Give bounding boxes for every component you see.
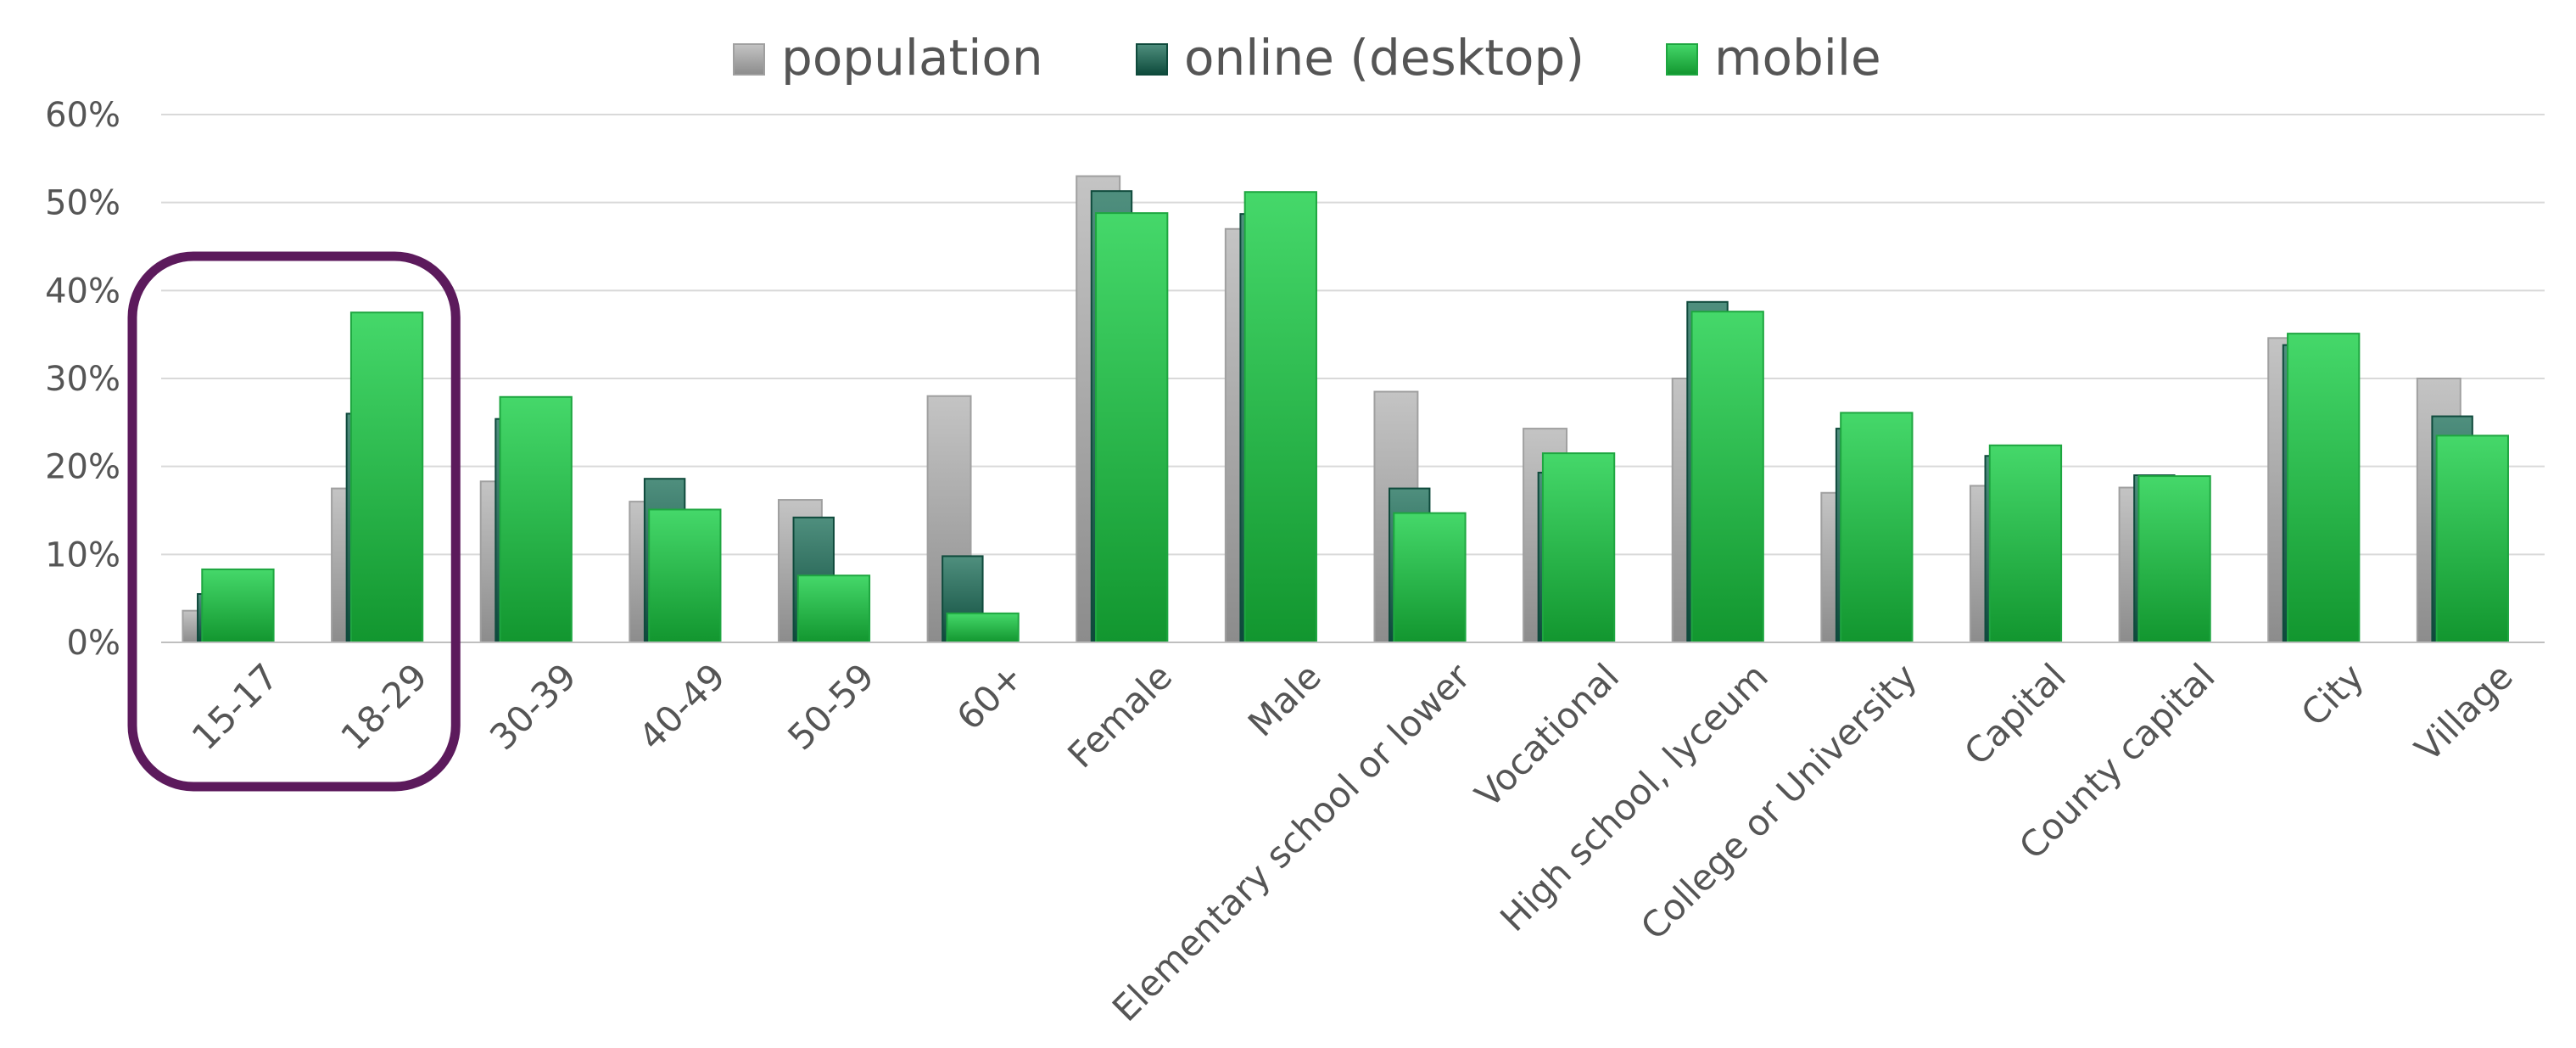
x-tick-label: City <box>2293 655 2372 734</box>
y-tick-label: 40% <box>45 272 120 311</box>
x-tick-label: 40-49 <box>630 655 733 758</box>
bar-mobile <box>1988 444 2063 644</box>
x-tick-label: 30-39 <box>482 655 584 758</box>
bar-mobile <box>2137 475 2211 643</box>
bar-mobile <box>2287 333 2361 643</box>
x-tick-label: Female <box>1059 655 1180 776</box>
highlight-box <box>127 251 461 792</box>
x-tick-label: High school, lyceum <box>1492 655 1776 939</box>
y-tick-label: 20% <box>45 448 120 487</box>
bar-mobile <box>1690 311 1764 643</box>
legend-label: online (desktop) <box>1184 29 1584 87</box>
legend-swatch <box>1136 43 1168 76</box>
bar-mobile <box>1541 452 1616 643</box>
y-tick-label: 0% <box>67 624 120 663</box>
x-tick-label: 60+ <box>948 655 1031 737</box>
bar-mobile <box>499 395 573 643</box>
legend-label: mobile <box>1714 29 1881 87</box>
x-tick-label: 15-17 <box>184 655 287 758</box>
legend-swatch <box>1666 43 1698 76</box>
bars <box>182 175 2509 644</box>
y-axis-ticks: 0% 10% 20% 30% 40% 50% 60% <box>45 96 120 663</box>
x-tick-label: Village <box>2407 655 2521 769</box>
legend-label: population <box>781 29 1043 87</box>
x-tick-label: 50-59 <box>780 655 882 758</box>
x-axis-labels: 15-17 18-29 30-39 40-49 50-59 60+ Female MaleEl… <box>184 655 2521 1029</box>
x-tick-label: Vocational <box>1467 655 1627 815</box>
y-tick-label: 30% <box>45 360 120 399</box>
y-tick-label: 10% <box>45 535 120 574</box>
bar-mobile <box>796 574 871 643</box>
bar-mobile <box>946 612 1020 643</box>
bar-mobile <box>2435 434 2509 644</box>
bar-mobile <box>201 568 275 643</box>
bar-mobile <box>1095 212 1169 644</box>
bar-mobile <box>349 311 424 643</box>
x-tick-label: Capital <box>1956 655 2074 773</box>
x-tick-label: Male <box>1240 655 1329 744</box>
x-tick-label: College or University <box>1633 655 1925 948</box>
x-tick-label: 18-29 <box>332 655 435 758</box>
y-tick-label: 60% <box>45 96 120 135</box>
legend: population online (desktop) mobile <box>733 29 1881 87</box>
bar-mobile <box>648 508 722 643</box>
bar-mobile <box>1840 412 1914 643</box>
bar-mobile <box>1393 512 1467 643</box>
y-tick-label: 50% <box>45 184 120 223</box>
legend-swatch <box>733 43 765 76</box>
bar-mobile <box>1243 191 1317 643</box>
